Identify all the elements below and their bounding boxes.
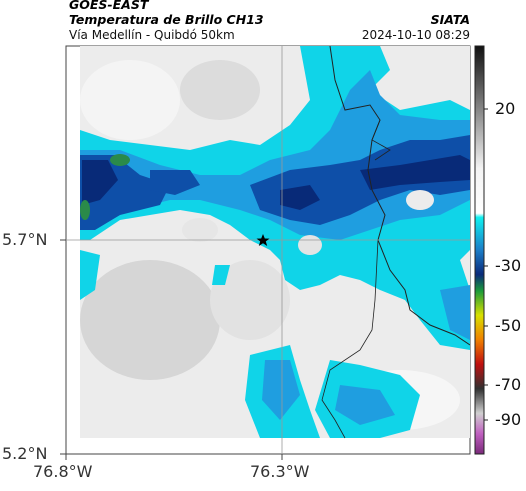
colorbar-tick-20: 20 [495,99,516,118]
lon-label-76-8: 76.8°W [33,462,93,481]
timestamp: 2024-10-10 08:29 [361,28,470,42]
satellite-name: GOES-EAST [69,0,149,12]
lat-label-5-7: 5.7°N [2,230,48,249]
cloud-field [66,46,470,454]
colorbar-tick-minus90: -90 [495,410,522,429]
agency-label: SIATA [430,12,470,27]
location-star-marker [256,234,270,246]
colorbar-tick-minus30: -30 [495,256,522,275]
colorbar-tick-minus50: -50 [495,316,522,335]
product-title: Temperatura de Brillo CH13 [69,12,264,27]
colorbar-tick-minus70: -70 [495,375,522,394]
colorbar [474,45,485,455]
lat-label-5-2: 5.2°N [2,444,48,463]
region-label: Vía Medellín - Quibdó 50km [69,28,235,42]
lon-label-76-3: 76.3°W [250,462,310,481]
